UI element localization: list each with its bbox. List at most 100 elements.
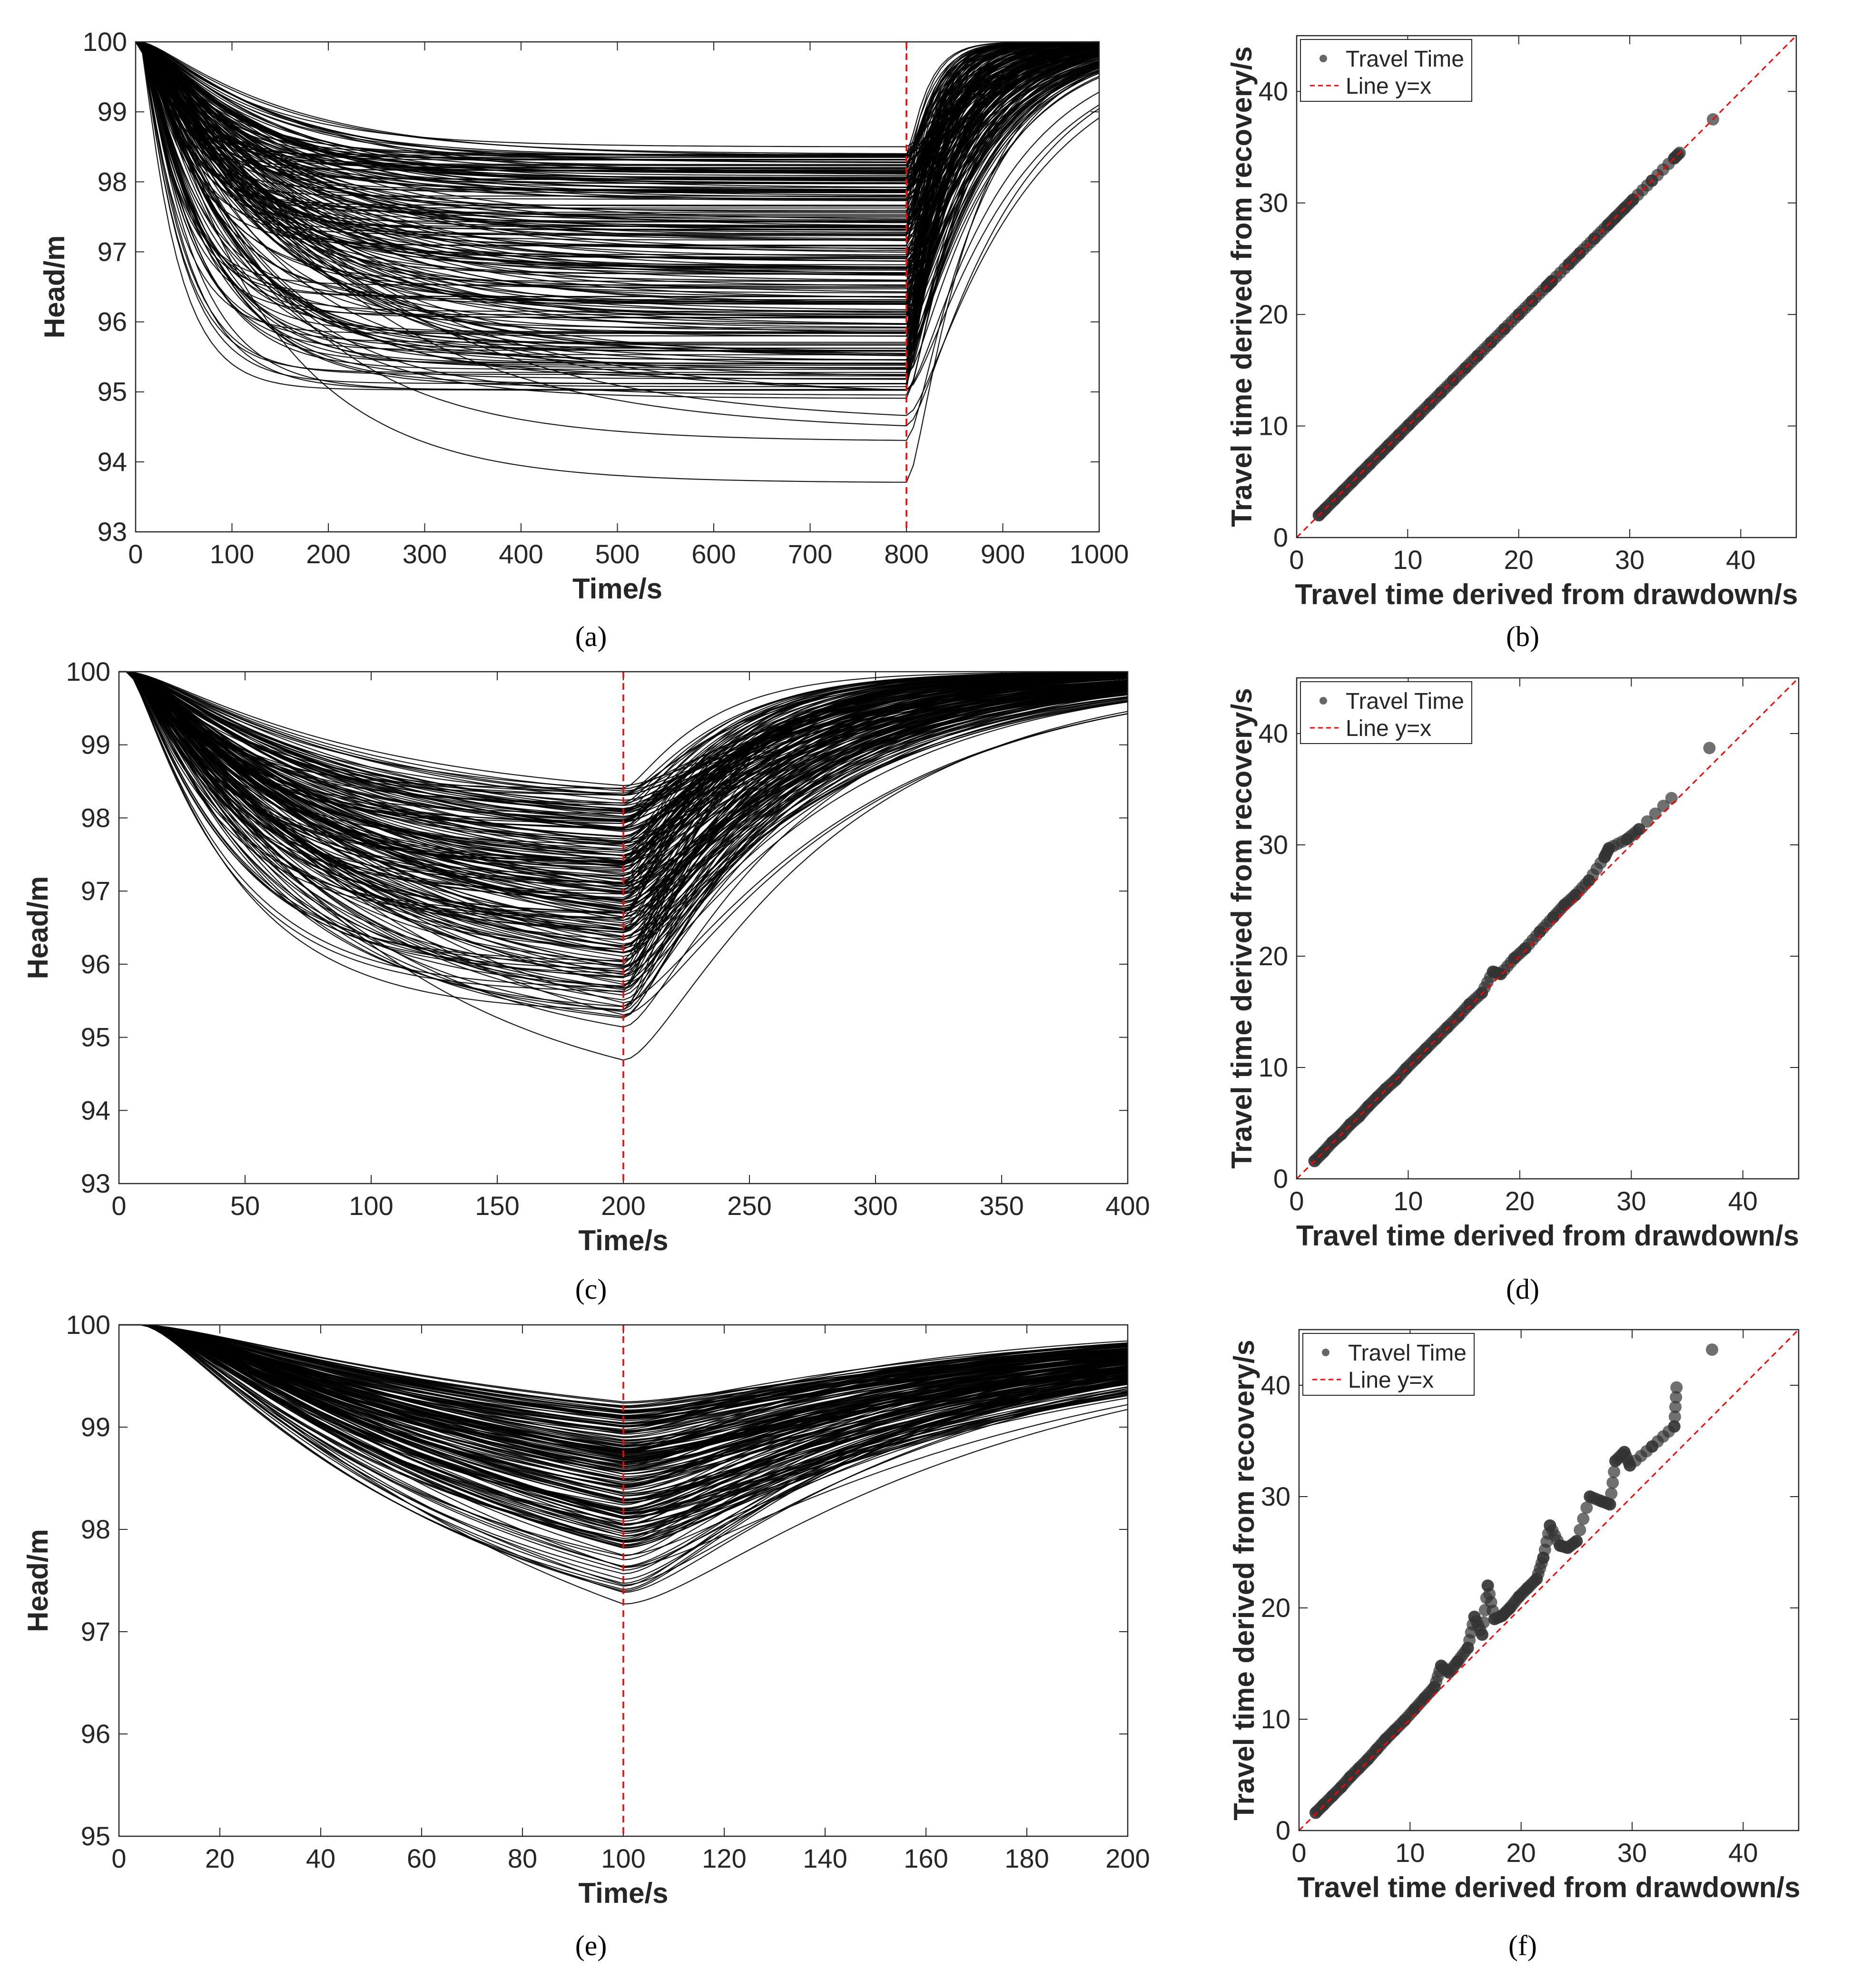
travel-time-point <box>1379 1082 1392 1095</box>
x-tick-label: 10 <box>1395 1838 1425 1868</box>
head-curve-line <box>119 671 1128 842</box>
travel-time-point <box>1477 1616 1490 1629</box>
head-curve-line <box>135 41 1100 224</box>
travel-time-points <box>1308 742 1716 1167</box>
travel-time-point <box>1344 1118 1357 1131</box>
travel-time-point <box>1668 1410 1681 1423</box>
head-curve-line <box>135 41 1100 331</box>
axes-box <box>118 1324 1129 1837</box>
y-tick-label: 93 <box>81 1168 110 1198</box>
y-axis-label: Travel time derived from recovery/s <box>1226 688 1258 1169</box>
y-tick-label: 0 <box>1273 522 1288 552</box>
head-curve-line <box>119 671 1128 909</box>
y-tick-label: 40 <box>1261 1370 1290 1400</box>
travel-time-point <box>1574 1524 1586 1537</box>
head-curve-line <box>135 41 1100 352</box>
travel-time-point <box>1476 987 1488 999</box>
y-tick-label: 95 <box>81 1821 110 1851</box>
travel-time-point <box>1570 1535 1583 1547</box>
chart-c-head-vs-time: 0 50 100 150 200 250 300 350 400 93 94 95 96 97 98 99 10… <box>22 656 1150 1256</box>
travel-time-point <box>1398 1714 1411 1727</box>
identity-line-y-equals-x <box>1298 1329 1800 1831</box>
y-tick-label: 94 <box>98 447 127 477</box>
identity-line-y-equals-x <box>1296 35 1797 539</box>
x-tick-label: 200 <box>1105 1843 1150 1873</box>
travel-time-point <box>1428 1681 1441 1694</box>
x-tick-label: 40 <box>1728 1838 1758 1868</box>
x-tick-label: 600 <box>691 539 736 569</box>
travel-time-point <box>1537 1551 1550 1564</box>
travel-time-point <box>1496 1609 1508 1622</box>
travel-time-point <box>1513 1590 1525 1603</box>
head-curve-line <box>119 1324 1128 1416</box>
travel-time-point <box>1544 1519 1556 1532</box>
y-tick-label: 40 <box>1259 76 1288 106</box>
head-curve-line <box>119 671 1128 819</box>
head-curve-line <box>135 41 1100 380</box>
head-curve-line <box>119 1324 1128 1428</box>
head-curve-line <box>119 671 1128 979</box>
head-curve-line <box>135 41 1100 305</box>
chart-e-head-vs-time: 0 20 40 60 80 100 120 140 160 180 200 95 96 97 98 99 100… <box>22 1310 1150 1909</box>
panel-label-b: (b) <box>1506 621 1539 652</box>
legend-label-travel-time: Travel Time <box>1348 1341 1467 1366</box>
y-axis-label: Head/m <box>22 876 54 979</box>
x-tick-label: 80 <box>508 1843 537 1873</box>
head-curve-line <box>135 41 1100 201</box>
identity-line-y-equals-x <box>1296 677 1800 1180</box>
y-tick-label: 96 <box>81 949 110 979</box>
x-tick-label: 200 <box>601 1191 645 1221</box>
x-tick-label: 20 <box>1504 545 1534 575</box>
head-curves <box>135 41 1100 483</box>
head-curve-line <box>135 41 1100 226</box>
y-tick-label: 95 <box>81 1022 110 1052</box>
travel-time-point <box>1481 1579 1494 1592</box>
y-tick-label: 99 <box>81 1412 110 1442</box>
travel-time-point <box>1388 1724 1401 1737</box>
head-curve-line <box>135 41 1100 361</box>
head-curve-line <box>119 1324 1128 1542</box>
travel-time-point <box>1618 1446 1631 1459</box>
head-curve-line <box>135 41 1099 384</box>
head-curve-line <box>119 671 1128 806</box>
head-curve-line <box>135 41 1100 165</box>
x-tick-label: 50 <box>230 1191 260 1221</box>
legend-label-travel-time: Travel Time <box>1346 689 1464 714</box>
head-curve-line <box>119 671 1128 852</box>
y-tick-label: 40 <box>1259 718 1288 748</box>
y-tick-label: 10 <box>1259 411 1288 441</box>
y-axis-label: Travel time derived from recovery/s <box>1228 1340 1260 1821</box>
travel-time-point <box>1609 1455 1622 1468</box>
y-tick-label: 30 <box>1259 188 1288 218</box>
legend-box <box>1300 39 1472 102</box>
x-tick-label: 60 <box>407 1843 436 1873</box>
x-tick-label: 10 <box>1393 1186 1423 1216</box>
head-curve-line <box>135 41 1100 365</box>
head-curve-line <box>135 41 1100 184</box>
y-tick-label: 98 <box>98 166 127 196</box>
travel-time-point <box>1583 874 1595 887</box>
x-tick-label: 30 <box>1617 1838 1647 1868</box>
travel-time-point <box>1370 1743 1383 1756</box>
travel-time-point <box>1646 1440 1658 1453</box>
travel-time-point <box>1665 792 1678 804</box>
x-tick-label: 20 <box>1506 1838 1536 1868</box>
y-tick-label: 0 <box>1273 1164 1288 1194</box>
head-curve-line <box>119 1324 1128 1519</box>
y-tick-label: 20 <box>1259 941 1288 971</box>
head-curve-line <box>119 1324 1128 1462</box>
head-curve-line <box>135 41 1100 298</box>
head-curve-line <box>119 1324 1128 1485</box>
y-tick-label: 10 <box>1259 1052 1288 1082</box>
travel-time-point <box>1399 1062 1412 1075</box>
travel-time-point <box>1569 889 1582 901</box>
head-curve-line <box>119 1324 1128 1412</box>
y-axis-label: Head/m <box>22 1529 54 1632</box>
travel-time-point <box>1430 1032 1443 1045</box>
y-tick-label: 20 <box>1259 299 1288 329</box>
x-tick-label: 200 <box>306 539 350 569</box>
y-tick-label: 100 <box>83 27 127 57</box>
y-tick-label: 99 <box>98 97 127 127</box>
axes-box <box>1298 1329 1800 1831</box>
